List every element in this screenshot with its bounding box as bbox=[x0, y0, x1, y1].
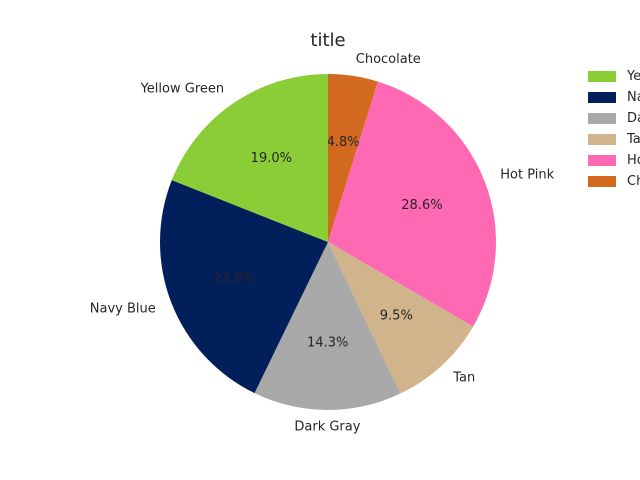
legend-item-hot-pink: Hot Pink bbox=[588, 150, 640, 171]
legend-item-navy-blue: Navy Blue bbox=[588, 87, 640, 108]
pie-label-dark-gray: Dark Gray bbox=[294, 419, 360, 434]
pie-slice-navy-blue bbox=[159, 180, 328, 394]
pie-slice-chocolate bbox=[328, 74, 378, 242]
pie-pct-label-navy-blue: 23.8% bbox=[213, 271, 254, 286]
legend-swatch-hot-pink bbox=[588, 155, 616, 166]
legend-label-navy-blue: Navy Blue bbox=[627, 90, 640, 105]
pie-pct-label-hot-pink: 28.6% bbox=[401, 198, 442, 213]
legend-label-hot-pink: Hot Pink bbox=[627, 153, 640, 168]
legend-item-chocolate: Chocolate bbox=[588, 171, 640, 192]
chart-title: title bbox=[310, 30, 346, 51]
legend-swatch-yellow-green bbox=[588, 71, 616, 82]
chart-legend: Yellow Green Navy Blue Dark Gray Tan Hot Pin… bbox=[588, 66, 640, 192]
pie-label-yellow-green: Yellow Green bbox=[140, 82, 225, 97]
legend-label-dark-gray: Dark Gray bbox=[627, 111, 640, 126]
legend-label-chocolate: Chocolate bbox=[627, 174, 640, 189]
legend-label-yellow-green: Yellow Green bbox=[627, 69, 640, 84]
legend-item-tan: Tan bbox=[588, 129, 640, 150]
pie-label-hot-pink: Hot Pink bbox=[500, 168, 554, 183]
pie-label-navy-blue: Navy Blue bbox=[90, 301, 156, 316]
legend-item-dark-gray: Dark Gray bbox=[588, 108, 640, 129]
legend-swatch-tan bbox=[588, 134, 616, 145]
legend-swatch-dark-gray bbox=[588, 113, 616, 124]
legend-item-yellow-green: Yellow Green bbox=[588, 66, 640, 87]
pie-label-chocolate: Chocolate bbox=[356, 52, 421, 67]
pie-slice-tan bbox=[328, 242, 474, 394]
pie-pct-label-dark-gray: 14.3% bbox=[307, 335, 348, 350]
legend-swatch-navy-blue bbox=[588, 92, 616, 103]
pie-pct-label-tan: 9.5% bbox=[380, 309, 413, 324]
pie-label-tan: Tan bbox=[452, 370, 475, 385]
legend-label-tan: Tan bbox=[627, 132, 640, 147]
pie-slice-yellow-green bbox=[171, 74, 328, 242]
legend-swatch-chocolate bbox=[588, 176, 616, 187]
pie-slice-dark-gray bbox=[254, 242, 401, 410]
pie-pct-label-yellow-green: 19.0% bbox=[251, 151, 292, 166]
pie-slice-hot-pink bbox=[328, 81, 497, 327]
pie-pct-label-chocolate: 4.8% bbox=[327, 135, 360, 150]
